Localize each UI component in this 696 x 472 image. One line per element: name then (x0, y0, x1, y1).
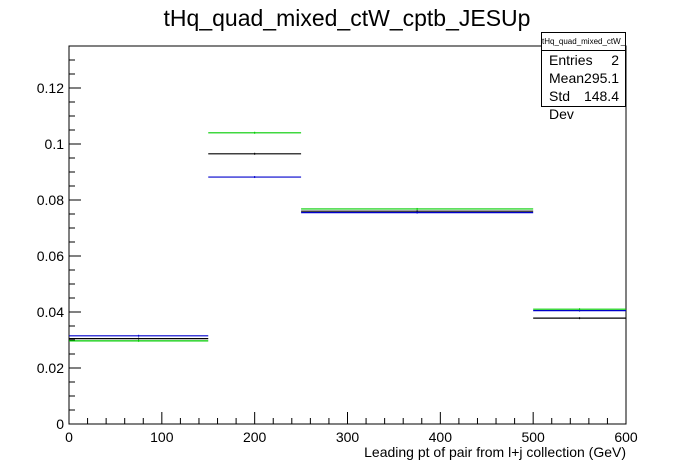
x-tick-label: 500 (521, 429, 545, 445)
x-tick-label: 400 (429, 429, 453, 445)
stats-rows: Entries 2 Mean 295.1 Std Dev 148.4 (542, 51, 625, 123)
x-tick-label: 100 (150, 429, 174, 445)
x-tick-label: 300 (336, 429, 360, 445)
x-axis-label: Leading pt of pair from l+j collection (… (364, 444, 626, 460)
stats-label: Entries (549, 52, 593, 68)
y-tick-label: 0 (56, 416, 64, 432)
stats-row-mean: Mean 295.1 (542, 69, 625, 87)
y-tick-label: 0.08 (37, 192, 64, 208)
stats-box: tHq_quad_mixed_ctW_cptb_JESUp Entries2Me… (541, 32, 626, 122)
y-axis: 0 0.02 0.04 0.06 0.08 0.1 0.12 (37, 45, 81, 432)
series-group (69, 131, 626, 342)
y-tick-label: 0.02 (37, 360, 64, 376)
stats-label: Std Dev (549, 88, 574, 122)
stats-value: 2 (611, 52, 619, 68)
y-tick-label: 0.04 (37, 304, 64, 320)
stats-label: Mean (549, 70, 585, 86)
y-tick-label: 0.1 (45, 136, 65, 152)
x-tick-label: 200 (243, 429, 267, 445)
x-tick-label: 600 (614, 429, 638, 445)
y-tick-label: 0.06 (37, 248, 64, 264)
stats-value: 148.4 (583, 88, 619, 104)
y-tick-label: 0.12 (37, 80, 64, 96)
stats-row-entries: Entries 2 (542, 51, 625, 69)
stats-title: tHq_quad_mixed_ctW_cptb_JESUp (542, 33, 625, 51)
stats-value: 295.1 (584, 70, 620, 86)
chart-title: tHq_quad_mixed_ctW_cptb_JESUp (164, 5, 531, 31)
x-tick-label: 0 (65, 429, 73, 445)
x-axis: 0 100 200 300 400 500 600 (65, 412, 638, 445)
stats-row-std-dev: Std Dev 148.4 (542, 87, 625, 123)
